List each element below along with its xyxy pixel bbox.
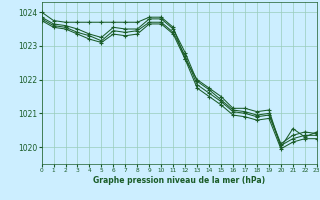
X-axis label: Graphe pression niveau de la mer (hPa): Graphe pression niveau de la mer (hPa) [93, 176, 265, 185]
